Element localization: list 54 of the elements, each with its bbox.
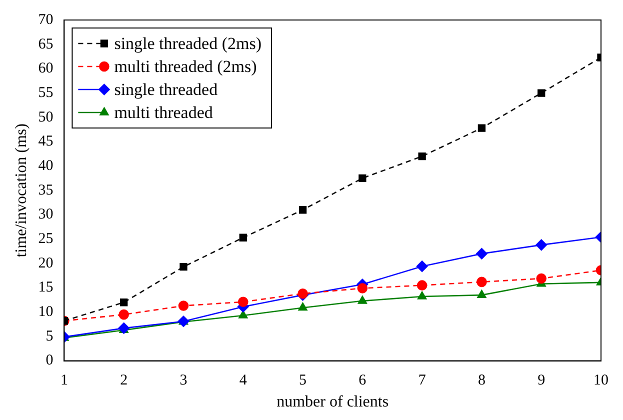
point xyxy=(416,280,428,290)
y-tick-label: 20 xyxy=(38,255,54,272)
point xyxy=(238,296,248,308)
point xyxy=(477,290,486,298)
y-tick-label: 50 xyxy=(38,109,54,126)
x-tick-label: 10 xyxy=(594,372,608,389)
point xyxy=(476,248,488,260)
legend-label: single threaded (2ms) xyxy=(114,34,262,53)
x-axis-title: number of clients xyxy=(276,394,389,411)
point xyxy=(536,273,547,284)
point xyxy=(298,206,307,214)
point xyxy=(478,124,486,132)
y-axis-title: time/invocation (ms) xyxy=(12,124,30,258)
y-tick-label: 55 xyxy=(38,84,54,101)
y-tick-label: 25 xyxy=(38,231,54,248)
point xyxy=(239,234,247,242)
point xyxy=(178,316,190,328)
point xyxy=(120,298,128,306)
point xyxy=(538,89,546,97)
y-tick-label: 60 xyxy=(38,60,54,77)
x-tick-label: 2 xyxy=(120,372,128,389)
x-tick-label: 8 xyxy=(478,372,486,389)
point xyxy=(358,296,367,304)
point xyxy=(476,276,487,288)
x-tick-label: 7 xyxy=(418,372,426,389)
legend-label: single threaded xyxy=(114,80,218,99)
y-tick-label: 45 xyxy=(38,134,54,150)
x-tick-label: 6 xyxy=(358,372,367,389)
point xyxy=(536,239,548,251)
y-tick-label: 35 xyxy=(38,182,54,198)
point xyxy=(180,263,188,271)
point xyxy=(416,260,428,272)
point xyxy=(178,300,189,311)
x-tick-label: 4 xyxy=(239,372,248,389)
x-tick-label: 3 xyxy=(180,372,188,389)
x-tick-label: 5 xyxy=(299,372,307,389)
y-tick-label: 5 xyxy=(46,328,54,344)
legend-label: multi threaded xyxy=(114,102,214,122)
point xyxy=(418,152,426,160)
x-tick-label: 9 xyxy=(538,372,546,389)
point xyxy=(358,174,366,182)
y-tick-label: 30 xyxy=(38,206,54,223)
point xyxy=(298,302,308,311)
point xyxy=(118,309,129,320)
point xyxy=(357,283,368,294)
y-tick-label: 10 xyxy=(38,304,54,320)
y-tick-label: 15 xyxy=(38,280,54,296)
point xyxy=(418,291,427,300)
x-tick-label: 1 xyxy=(60,372,68,389)
y-tick-label: 40 xyxy=(38,158,54,174)
legend-label: multi threaded (2ms) xyxy=(114,56,257,76)
y-tick-label: 0 xyxy=(46,352,54,369)
y-tick-label: 65 xyxy=(38,36,54,52)
y-tick-label: 70 xyxy=(38,12,54,28)
